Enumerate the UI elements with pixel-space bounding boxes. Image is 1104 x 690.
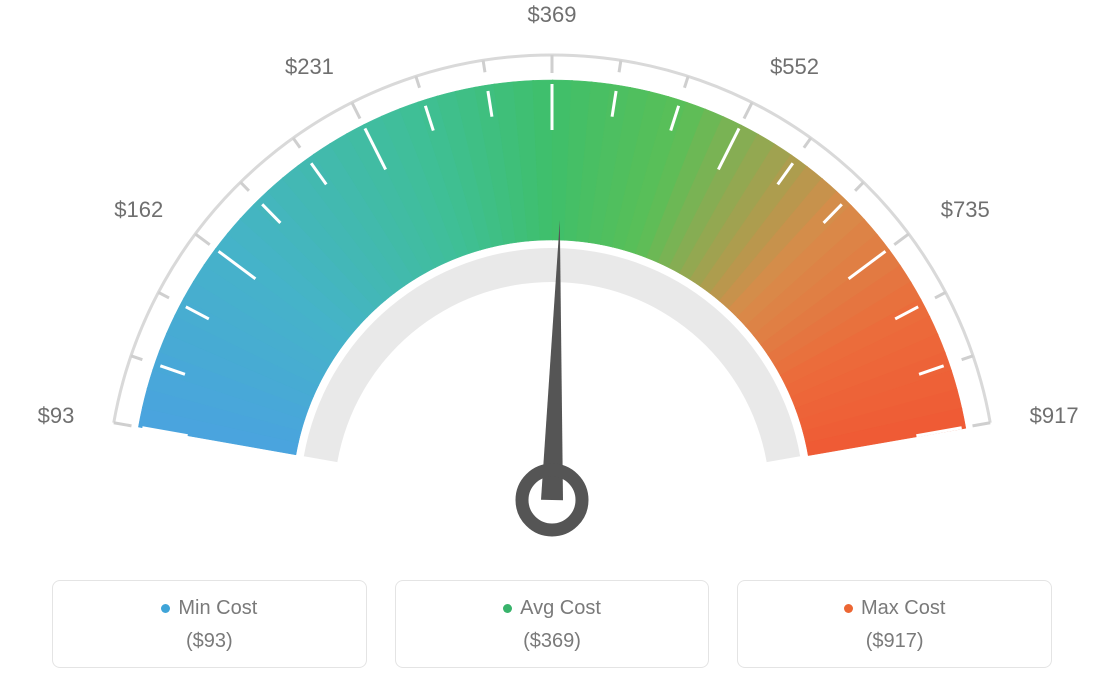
cost-gauge-chart: $93 $162 $231 $369 $552 $735 $917 Min Cost ($9… <box>0 0 1104 690</box>
legend-min-dot-icon <box>161 604 170 613</box>
legend-avg-dot-icon <box>503 604 512 613</box>
legend-avg-top: Avg Cost <box>503 597 601 620</box>
gauge-area: $93 $162 $231 $369 $552 $735 $917 <box>0 0 1104 560</box>
legend-max-value: ($917) <box>748 630 1041 653</box>
gauge-tick-label: $162 <box>114 197 163 222</box>
gauge-tick-label: $735 <box>941 197 990 222</box>
legend-min-top: Min Cost <box>161 597 257 620</box>
gauge-tick-label: $552 <box>770 54 819 79</box>
legend-avg-label: Avg Cost <box>520 597 601 620</box>
legend-max-top: Max Cost <box>844 597 945 620</box>
legend-min-label: Min Cost <box>178 597 257 620</box>
legend-max-label: Max Cost <box>861 597 945 620</box>
gauge-tick-label: $917 <box>1030 403 1079 428</box>
gauge-svg: $93 $162 $231 $369 $552 $735 $917 <box>0 0 1104 560</box>
legend-card-max: Max Cost ($917) <box>737 580 1052 668</box>
legend-card-avg: Avg Cost ($369) <box>395 580 710 668</box>
legend-avg-value: ($369) <box>406 630 699 653</box>
legend-card-min: Min Cost ($93) <box>52 580 367 668</box>
legend-row: Min Cost ($93) Avg Cost ($369) Max Cost … <box>52 580 1052 668</box>
gauge-tick-label: $231 <box>285 54 334 79</box>
legend-min-value: ($93) <box>63 630 356 653</box>
gauge-tick-label: $369 <box>528 2 577 27</box>
legend-max-dot-icon <box>844 604 853 613</box>
gauge-tick-label: $93 <box>38 403 75 428</box>
